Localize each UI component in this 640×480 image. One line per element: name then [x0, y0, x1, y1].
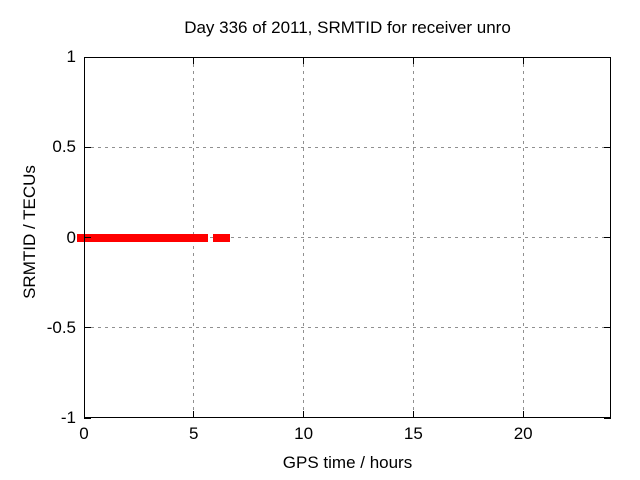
y-tick-left	[84, 327, 91, 329]
x-tick-bottom	[193, 411, 195, 418]
x-tick-label: 5	[189, 424, 199, 443]
x-tick-bottom	[412, 411, 414, 418]
x-tick-label: 0	[79, 424, 89, 443]
y-tick-right	[604, 417, 611, 419]
x-axis-title: GPS time / hours	[282, 453, 413, 472]
plot-area	[77, 56, 611, 419]
x-tick-top	[522, 57, 524, 64]
y-tick-label: -0.5	[46, 317, 76, 337]
y-tick-right	[604, 56, 611, 58]
x-tick-top	[412, 57, 414, 64]
data-segment-srmtid	[77, 233, 209, 242]
x-tick-label: 10	[294, 424, 314, 443]
y-tick-left	[84, 56, 91, 58]
y-gridline	[84, 327, 611, 329]
x-tick-bottom	[303, 411, 305, 418]
y-tick-left	[84, 417, 91, 419]
x-tick-bottom	[522, 411, 524, 418]
y-gridline	[84, 237, 611, 238]
y-tick-right	[604, 237, 611, 238]
y-gridline	[84, 146, 611, 148]
chart-title: Day 336 of 2011, SRMTID for receiver unr…	[184, 18, 511, 37]
data-segment-srmtid	[212, 233, 231, 242]
y-tick-label: 0.5	[52, 137, 76, 157]
x-tick-top	[303, 57, 305, 64]
x-tick-label: 15	[403, 424, 423, 443]
y-tick-label: -1	[60, 408, 76, 427]
y-tick-right	[604, 327, 611, 329]
y-tick-label: 0	[66, 227, 76, 247]
y-tick-right	[604, 146, 611, 148]
y-tick-left	[84, 146, 91, 148]
y-tick-left	[84, 237, 91, 238]
x-tick-top	[83, 57, 85, 64]
x-tick-top	[193, 57, 195, 64]
x-tick-label: 20	[513, 424, 533, 443]
y-tick-label: 1	[66, 47, 76, 66]
